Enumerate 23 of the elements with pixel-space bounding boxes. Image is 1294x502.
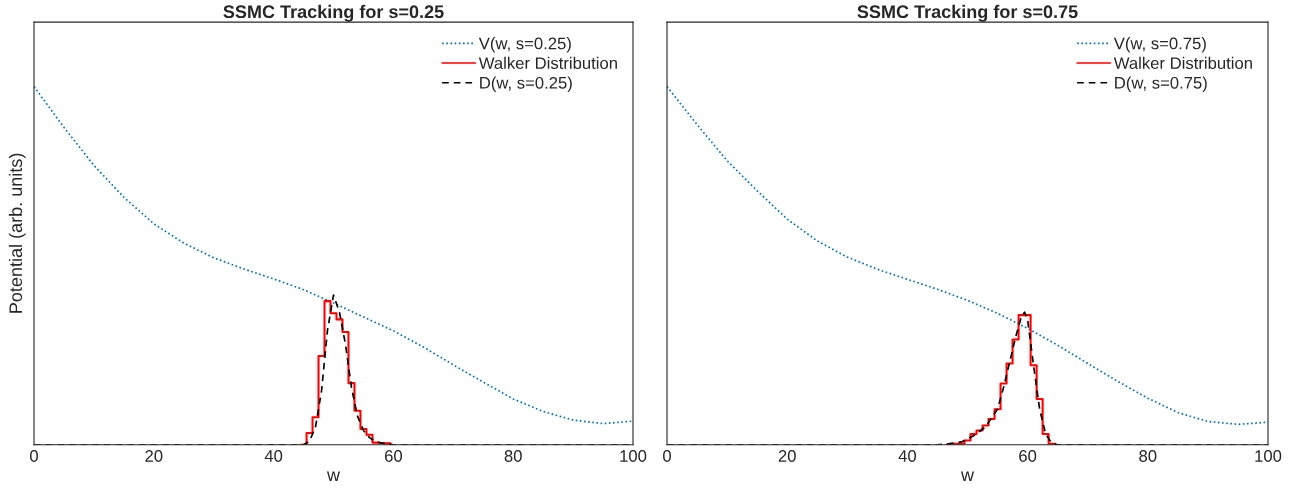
x-axis-title: w [960,471,975,482]
x-tick-label: 20 [778,450,796,462]
x-tick-label: 100 [1255,450,1282,462]
legend-label: Walker Distribution [478,56,617,70]
x-tick-label: 0 [30,450,38,462]
y-axis-title: Potential (arb. units) [8,153,26,313]
legend-label: V(w, s=0.25) [478,37,571,53]
legend-label: D(w, s=0.75) [1115,76,1207,93]
x-tick-label: 80 [1139,450,1157,462]
x-tick-label: 100 [620,450,647,462]
x-tick-label: 40 [898,450,917,462]
chart-title: SSMC Tracking for s=0.25 [223,4,444,22]
chart-title: SSMC Tracking for s=0.75 [857,4,1078,22]
x-tick-label: 80 [504,450,522,462]
legend-label: Walker Distribution [1113,56,1252,70]
x-tick-label: 60 [384,450,403,462]
legend-label: V(w, s=0.75) [1113,37,1206,53]
x-tick-label: 60 [1019,450,1037,462]
legend-label: D(w, s=0.25) [480,76,572,93]
x-tick-label: 20 [145,450,163,462]
x-tick-label: 40 [264,450,283,462]
x-axis-title: w [326,471,341,482]
x-tick-label: 0 [663,450,671,462]
